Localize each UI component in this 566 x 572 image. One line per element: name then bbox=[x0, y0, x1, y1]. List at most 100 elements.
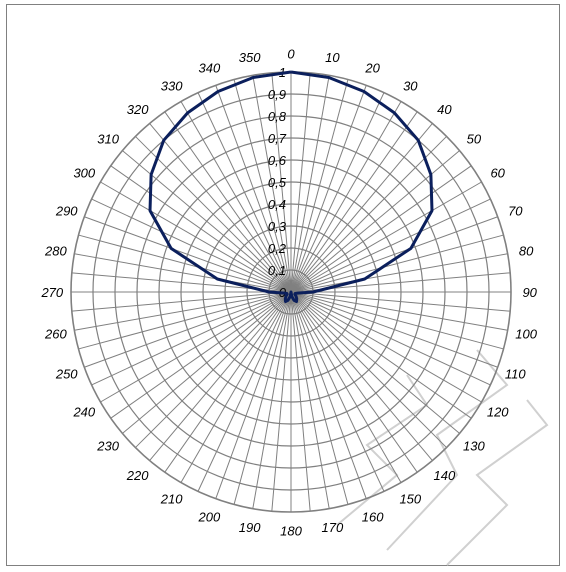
grid-spoke bbox=[290, 101, 402, 293]
grid-spoke bbox=[71, 291, 292, 312]
grid-spoke bbox=[149, 291, 292, 461]
grid-spoke bbox=[290, 291, 330, 509]
grid-spoke bbox=[84, 216, 292, 293]
grid-spoke bbox=[74, 253, 292, 293]
grid-spoke bbox=[290, 291, 367, 499]
grid-spoke bbox=[290, 291, 482, 403]
angle-tick-label: 310 bbox=[97, 132, 119, 147]
angle-tick-label: 90 bbox=[522, 285, 537, 300]
grid-spoke bbox=[290, 291, 491, 386]
grid-spoke bbox=[91, 291, 292, 386]
angle-tick-label: 0 bbox=[287, 46, 295, 61]
radial-tick-label: 0,8 bbox=[268, 109, 287, 124]
angle-tick-labels: 0 10 20 30 40 50 60 70 80 90 100 110 120 130 140 150 160… bbox=[40, 46, 537, 538]
angle-tick-label: 200 bbox=[198, 509, 221, 524]
grid-spoke bbox=[290, 291, 402, 483]
grid-spoke bbox=[290, 181, 482, 293]
watermark bbox=[336, 349, 549, 566]
grid-spoke bbox=[233, 79, 292, 293]
grid-spoke bbox=[290, 291, 460, 434]
grid-spoke bbox=[290, 291, 349, 505]
grid-spoke bbox=[135, 136, 292, 293]
grid-spoke bbox=[290, 123, 433, 293]
angle-tick-label: 70 bbox=[508, 203, 523, 218]
angle-tick-label: 340 bbox=[199, 61, 221, 76]
angle-tick-label: 120 bbox=[487, 404, 509, 419]
series-layer bbox=[148, 70, 434, 304]
angle-tick-label: 30 bbox=[403, 78, 418, 93]
grid-spoke bbox=[197, 92, 292, 293]
angle-tick-label: 210 bbox=[160, 492, 183, 507]
grid-spoke bbox=[74, 291, 292, 331]
angle-tick-label: 250 bbox=[55, 367, 78, 382]
angle-tick-label: 330 bbox=[161, 78, 183, 93]
angle-tick-label: 230 bbox=[96, 438, 119, 453]
grid-spoke bbox=[100, 181, 292, 293]
angle-tick-label: 280 bbox=[44, 244, 67, 259]
grid-spoke bbox=[290, 291, 508, 331]
grid-spoke bbox=[110, 291, 292, 419]
grid-spoke bbox=[215, 85, 292, 293]
angle-tick-label: 240 bbox=[72, 404, 95, 419]
angle-tick-label: 350 bbox=[239, 50, 261, 65]
grid-spoke bbox=[290, 79, 349, 293]
grid-spoke bbox=[290, 291, 418, 473]
grid-spoke bbox=[110, 165, 292, 293]
grid-spoke bbox=[290, 111, 418, 293]
angle-tick-label: 160 bbox=[362, 509, 384, 524]
grid-spoke bbox=[84, 291, 292, 368]
radial-tick-label: 0,2 bbox=[268, 241, 287, 256]
angle-tick-label: 190 bbox=[239, 520, 261, 535]
grid-spoke bbox=[290, 72, 311, 293]
grid-spoke bbox=[290, 92, 385, 293]
angle-tick-label: 60 bbox=[490, 166, 505, 181]
grid-spoke bbox=[290, 291, 498, 368]
grid-spoke bbox=[290, 198, 491, 293]
angle-tick-label: 130 bbox=[463, 438, 485, 453]
grid-spoke bbox=[252, 75, 292, 293]
grid-spoke bbox=[197, 291, 292, 492]
grid-spoke bbox=[233, 291, 292, 505]
angle-tick-label: 180 bbox=[280, 524, 302, 539]
angle-tick-label: 150 bbox=[399, 492, 421, 507]
radial-tick-label: 0,9 bbox=[268, 87, 286, 102]
radial-tick-label: 0,4 bbox=[268, 197, 286, 212]
grid-spoke bbox=[290, 253, 508, 293]
angle-tick-label: 140 bbox=[434, 468, 456, 483]
grid-spoke bbox=[290, 234, 504, 293]
grid-spoke bbox=[164, 291, 292, 473]
watermark-stroke bbox=[386, 349, 509, 551]
angle-tick-label: 290 bbox=[55, 203, 78, 218]
grid-spoke bbox=[122, 291, 292, 434]
grid-spoke bbox=[149, 123, 292, 293]
grid-spoke bbox=[271, 72, 292, 293]
grid-spoke bbox=[78, 234, 292, 293]
grid-spoke bbox=[290, 85, 367, 293]
grid-spoke bbox=[215, 291, 292, 499]
angle-tick-label: 40 bbox=[437, 102, 452, 117]
series-line bbox=[148, 70, 434, 304]
grid-spoke bbox=[290, 291, 472, 419]
radial-tick-label: 0,1 bbox=[268, 263, 286, 278]
grid-spoke bbox=[290, 75, 330, 293]
grid-spoke bbox=[180, 101, 292, 293]
grid-spoke bbox=[290, 216, 498, 293]
angle-tick-label: 260 bbox=[44, 326, 67, 341]
polar-chart: 00,10,20,30,40,50,60,70,80,91 0 102030405… bbox=[40, 46, 549, 566]
angle-tick-label: 50 bbox=[467, 132, 482, 147]
grid-spoke bbox=[135, 291, 292, 448]
angle-tick-label: 300 bbox=[73, 166, 95, 181]
angle-tick-label: 20 bbox=[364, 61, 380, 76]
radial-tick-label: 0,6 bbox=[268, 153, 287, 168]
grid-spoke bbox=[100, 291, 292, 403]
angle-tick-label: 110 bbox=[505, 367, 526, 382]
grid-spoke bbox=[290, 291, 311, 512]
grid-spoke bbox=[290, 291, 511, 312]
angle-tick-label: 100 bbox=[515, 326, 537, 341]
angle-tick-label: 320 bbox=[127, 102, 149, 117]
radial-tick-labels: 00,10,20,30,40,50,60,70,80,91 bbox=[268, 65, 287, 300]
watermark-stroke bbox=[336, 374, 429, 526]
grid-spoke bbox=[290, 136, 447, 293]
angle-tick-label: 270 bbox=[40, 285, 63, 300]
watermark-stroke bbox=[446, 399, 549, 566]
